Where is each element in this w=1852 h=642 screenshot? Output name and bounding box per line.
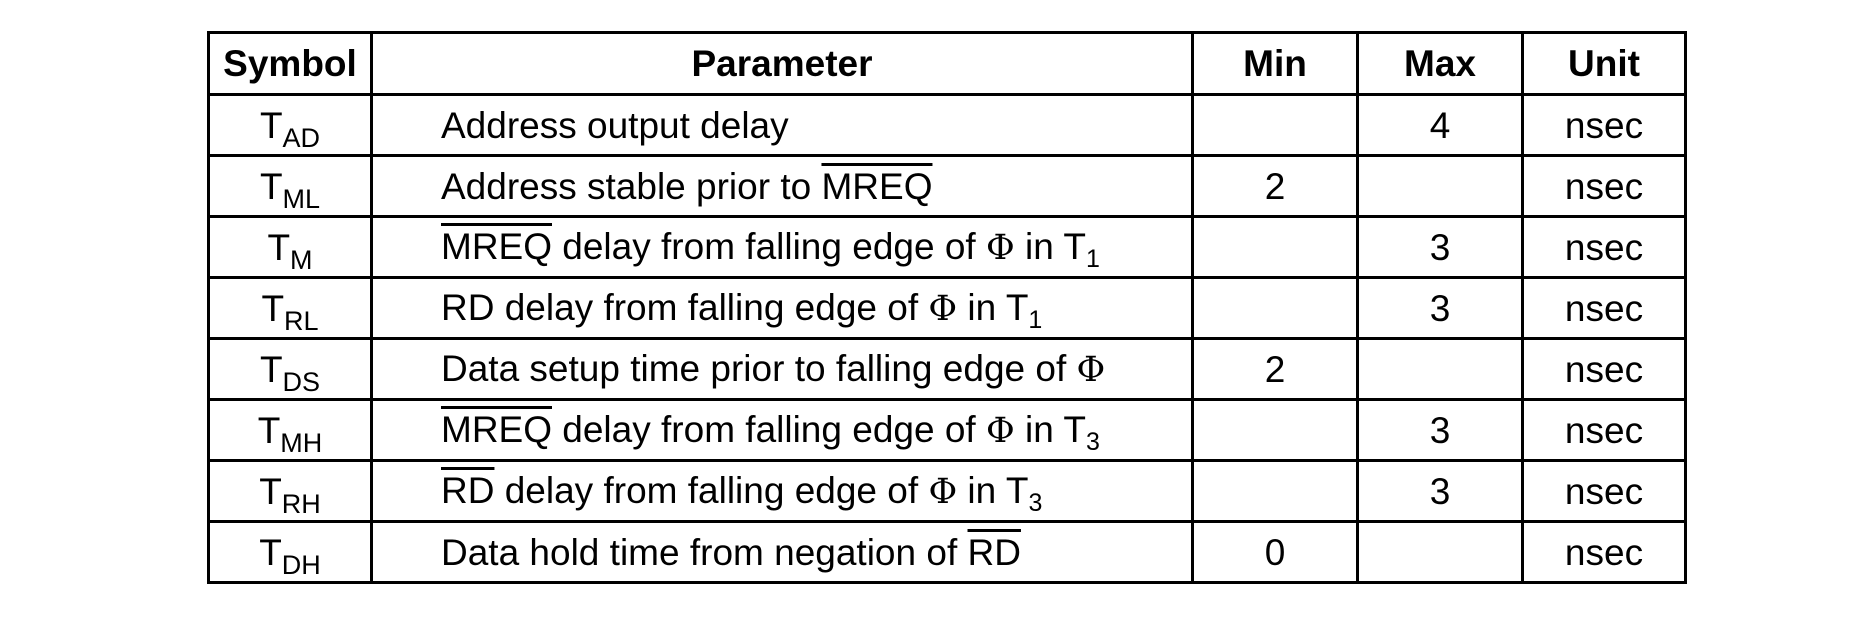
max-cell xyxy=(1356,520,1524,584)
parameter-text: Data hold time from negation of xyxy=(441,531,968,573)
max-cell: 3 xyxy=(1356,276,1524,340)
header-max: Max xyxy=(1356,31,1524,96)
symbol-subscript: RL xyxy=(284,305,319,336)
table-row: TRL RD delay from falling edge of Φ in T1… xyxy=(207,276,1687,340)
unit-cell: nsec xyxy=(1521,520,1687,584)
unit-cell: nsec xyxy=(1521,154,1687,218)
header-symbol: Symbol xyxy=(207,31,373,96)
min-cell: 0 xyxy=(1191,520,1359,584)
table-row: TM MREQ delay from falling edge of Φ in T… xyxy=(207,215,1687,279)
phi-symbol: Φ xyxy=(1076,350,1106,390)
active-low-signal: MREQ xyxy=(441,226,552,267)
table-row: TDS Data setup time prior to falling edge… xyxy=(207,337,1687,401)
max-cell: 3 xyxy=(1356,459,1524,523)
max-cell: 3 xyxy=(1356,215,1524,279)
table-row: TRH RD delay from falling edge of Φ in T3… xyxy=(207,459,1687,523)
active-low-signal: RD xyxy=(441,470,495,511)
parameter-text: in T xyxy=(1014,226,1086,267)
parameter-text: in T xyxy=(957,470,1029,511)
parameter-text: delay from falling edge of xyxy=(552,226,986,267)
symbol-base: T xyxy=(259,470,282,512)
symbol-base: T xyxy=(259,104,283,146)
phi-symbol: Φ xyxy=(985,228,1015,268)
table-row: TML Address stable prior to MREQ 2 nsec xyxy=(207,154,1687,218)
unit-cell: nsec xyxy=(1521,215,1687,279)
max-cell xyxy=(1356,337,1524,401)
symbol-base: T xyxy=(259,531,282,573)
symbol-cell: TDH xyxy=(207,520,373,584)
parameter-text: in T xyxy=(1014,409,1086,450)
symbol-base: T xyxy=(259,165,283,207)
symbol-cell: TM xyxy=(207,215,373,279)
symbol-cell: TDS xyxy=(207,337,373,401)
parameter-cell: Data hold time from negation of RD xyxy=(370,520,1194,584)
state-subscript: 1 xyxy=(1028,306,1043,334)
unit-cell: nsec xyxy=(1521,93,1687,157)
phi-symbol: Φ xyxy=(985,411,1015,451)
symbol-cell: TAD xyxy=(207,93,373,157)
phi-symbol: Φ xyxy=(928,289,958,329)
unit-cell: nsec xyxy=(1521,398,1687,462)
symbol-subscript: M xyxy=(290,244,313,275)
parameter-text: Address output delay xyxy=(441,104,789,146)
parameter-cell: Address stable prior to MREQ xyxy=(370,154,1194,218)
parameter-text: delay from falling edge of xyxy=(552,409,986,450)
parameter-cell: Address output delay xyxy=(370,93,1194,157)
state-subscript: 3 xyxy=(1028,489,1043,517)
timing-table: Symbol Parameter Min Max Unit TAD Address… xyxy=(207,31,1687,584)
parameter-cell: MREQ delay from falling edge of Φ in T1 xyxy=(370,215,1194,279)
symbol-base: T xyxy=(257,409,281,451)
min-cell xyxy=(1191,215,1359,279)
parameter-cell: Data setup time prior to falling edge of… xyxy=(370,337,1194,401)
table-row: TAD Address output delay 4 nsec xyxy=(207,93,1687,157)
max-cell: 3 xyxy=(1356,398,1524,462)
table-row: TMH MREQ delay from falling edge of Φ in … xyxy=(207,398,1687,462)
table-row: TDH Data hold time from negation of RD 0 ns… xyxy=(207,520,1687,584)
parameter-text: RD delay from falling edge of xyxy=(441,287,929,328)
min-cell xyxy=(1191,459,1359,523)
unit-cell: nsec xyxy=(1521,459,1687,523)
max-cell: 4 xyxy=(1356,93,1524,157)
state-subscript: 3 xyxy=(1085,428,1100,456)
symbol-subscript: DH xyxy=(281,549,321,580)
active-low-signal: MREQ xyxy=(821,165,933,207)
active-low-signal: RD xyxy=(967,531,1021,573)
active-low-signal: MREQ xyxy=(441,409,552,450)
header-min: Min xyxy=(1191,31,1359,96)
header-unit: Unit xyxy=(1521,31,1687,96)
min-cell xyxy=(1191,276,1359,340)
symbol-cell: TML xyxy=(207,154,373,218)
parameter-text: delay from falling edge of xyxy=(494,470,929,511)
max-cell xyxy=(1356,154,1524,218)
unit-cell: nsec xyxy=(1521,276,1687,340)
unit-cell: nsec xyxy=(1521,337,1687,401)
symbol-cell: TRL xyxy=(207,276,373,340)
min-cell xyxy=(1191,398,1359,462)
symbol-subscript: MH xyxy=(280,427,323,458)
header-row: Symbol Parameter Min Max Unit xyxy=(207,31,1687,96)
symbol-cell: TMH xyxy=(207,398,373,462)
min-cell: 2 xyxy=(1191,154,1359,218)
header-parameter: Parameter xyxy=(370,31,1194,96)
parameter-cell: RD delay from falling edge of Φ in T3 xyxy=(370,459,1194,523)
parameter-cell: RD delay from falling edge of Φ in T1 xyxy=(370,276,1194,340)
parameter-text: Address stable prior to xyxy=(441,165,822,207)
symbol-base: T xyxy=(259,348,283,390)
parameter-cell: MREQ delay from falling edge of Φ in T3 xyxy=(370,398,1194,462)
symbol-subscript: AD xyxy=(282,122,321,153)
table-body: TAD Address output delay 4 nsec TML Address s… xyxy=(207,93,1687,584)
symbol-base: T xyxy=(261,287,285,329)
min-cell xyxy=(1191,93,1359,157)
symbol-base: T xyxy=(267,226,291,268)
symbol-cell: TRH xyxy=(207,459,373,523)
min-cell: 2 xyxy=(1191,337,1359,401)
symbol-subscript: RH xyxy=(281,488,321,519)
parameter-text: in T xyxy=(957,287,1029,328)
state-subscript: 1 xyxy=(1085,245,1100,273)
phi-symbol: Φ xyxy=(928,472,958,512)
symbol-subscript: ML xyxy=(282,183,321,214)
symbol-subscript: DS xyxy=(282,366,321,397)
parameter-text: Data setup time prior to falling edge of xyxy=(441,348,1077,389)
